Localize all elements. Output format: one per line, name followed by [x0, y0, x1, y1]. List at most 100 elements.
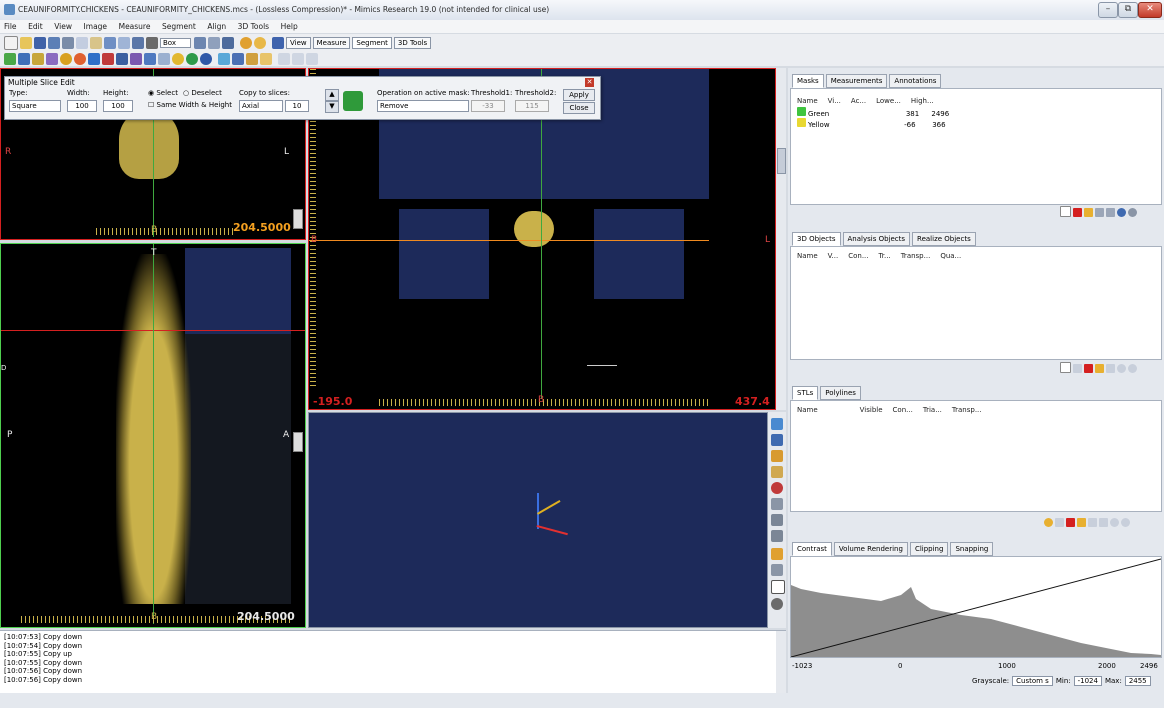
- view-top-icon[interactable]: [771, 450, 783, 462]
- menu-view[interactable]: View: [54, 22, 72, 31]
- zoom-icon[interactable]: [194, 36, 207, 49]
- deselect-radio[interactable]: ○ Deselect: [183, 89, 222, 97]
- new-mask-icon[interactable]: [1060, 206, 1071, 217]
- box-select-dropdown[interactable]: Box: [160, 37, 192, 48]
- clip-icon[interactable]: [771, 498, 783, 510]
- operation-select[interactable]: Remove: [377, 100, 469, 112]
- split-mask-icon[interactable]: [46, 52, 58, 65]
- rotate-icon[interactable]: [132, 36, 144, 49]
- delete-stl-icon[interactable]: [1066, 518, 1075, 527]
- menu-measure[interactable]: Measure: [118, 22, 151, 31]
- tab-view[interactable]: View: [286, 36, 311, 49]
- min-input[interactable]: -1024: [1073, 676, 1102, 686]
- copy-stl-icon[interactable]: [1055, 518, 1064, 527]
- save-icon[interactable]: [34, 36, 46, 49]
- delete-icon[interactable]: [1073, 208, 1082, 217]
- edit-mask-icon[interactable]: [130, 52, 142, 65]
- redo-icon[interactable]: [118, 36, 130, 49]
- paint-icon[interactable]: [246, 52, 258, 65]
- main-view-scrollbar[interactable]: [776, 68, 786, 410]
- menu-image[interactable]: Image: [83, 22, 108, 31]
- minimize-button[interactable]: –: [1098, 2, 1118, 18]
- copy-object-icon[interactable]: [1073, 364, 1082, 373]
- copy-down-button[interactable]: ▼: [325, 101, 339, 113]
- window-layout-icon[interactable]: [272, 36, 285, 49]
- tab-analysis-objects[interactable]: Analysis Objects: [842, 232, 911, 246]
- bounding-box-icon[interactable]: [771, 466, 783, 478]
- copy-icon[interactable]: [76, 36, 88, 49]
- erase-icon[interactable]: [158, 52, 170, 65]
- properties-object-icon[interactable]: [1106, 364, 1115, 373]
- star-icon[interactable]: [172, 52, 184, 65]
- menu-help[interactable]: Help: [280, 22, 298, 31]
- flip-icon[interactable]: [232, 52, 244, 65]
- stl-visibility-icon[interactable]: [1110, 518, 1119, 527]
- pan-icon[interactable]: [146, 36, 158, 49]
- restore-button[interactable]: ⧉: [1118, 2, 1138, 18]
- heart-icon[interactable]: [771, 482, 783, 494]
- histogram[interactable]: [790, 556, 1162, 658]
- camera-icon[interactable]: [222, 36, 235, 49]
- view-scrollbar[interactable]: [293, 209, 303, 229]
- width-input[interactable]: 100: [67, 100, 97, 112]
- tab-stls[interactable]: STLs: [792, 386, 819, 400]
- duplicate-icon[interactable]: [1084, 208, 1093, 217]
- dialog-close-icon[interactable]: ✕: [585, 78, 594, 87]
- dynamic-region-icon[interactable]: [32, 52, 44, 65]
- tab-measurements[interactable]: Measurements: [825, 74, 888, 88]
- menu-edit[interactable]: Edit: [28, 22, 43, 31]
- settings-icon[interactable]: [771, 598, 783, 610]
- sagittal-view[interactable]: T P A D B 204.5000: [0, 243, 306, 628]
- visibility-icon[interactable]: [1117, 364, 1126, 373]
- menu-segment[interactable]: Segment: [162, 22, 196, 31]
- screenshot-icon[interactable]: [771, 564, 783, 576]
- axis-select[interactable]: Axial: [239, 100, 283, 112]
- tab-3d-objects[interactable]: 3D Objects: [792, 232, 841, 246]
- tab-realize-objects[interactable]: Realize Objects: [912, 232, 976, 246]
- filter-icon[interactable]: [278, 52, 290, 65]
- tab-segment[interactable]: Segment: [352, 36, 392, 49]
- dialog-close-button[interactable]: Close: [563, 102, 595, 114]
- height-input[interactable]: 100: [103, 100, 133, 112]
- scroll-thumb[interactable]: [777, 148, 786, 174]
- globe-icon[interactable]: [200, 52, 212, 65]
- print-icon[interactable]: [48, 36, 60, 49]
- boolean-icon[interactable]: [116, 52, 128, 65]
- crop-icon[interactable]: [218, 52, 230, 65]
- light-icon[interactable]: [771, 548, 783, 560]
- slices-input[interactable]: 10: [285, 100, 309, 112]
- tab-polylines[interactable]: Polylines: [820, 386, 861, 400]
- color-object-icon[interactable]: [1095, 364, 1104, 373]
- close-button[interactable]: ✕: [1138, 2, 1162, 18]
- max-input[interactable]: 2455: [1124, 676, 1151, 686]
- threshold2-input[interactable]: 115: [515, 100, 549, 112]
- export-icon[interactable]: [1128, 364, 1137, 373]
- undo-icon[interactable]: [104, 36, 116, 49]
- import-icon[interactable]: [62, 36, 74, 49]
- delete-object-icon[interactable]: [1084, 364, 1093, 373]
- calculate-icon[interactable]: [1117, 208, 1126, 217]
- menu-3d-tools[interactable]: 3D Tools: [237, 22, 270, 31]
- contrast-curve[interactable]: [791, 558, 1161, 657]
- 3d-view[interactable]: [308, 412, 768, 628]
- tab-contrast[interactable]: Contrast: [792, 542, 832, 556]
- type-select[interactable]: Square: [9, 100, 61, 112]
- tab-masks[interactable]: Masks: [792, 74, 824, 88]
- copy-up-button[interactable]: ▲: [325, 89, 339, 101]
- new-object-icon[interactable]: [1060, 362, 1071, 373]
- tab-volume-rendering[interactable]: Volume Rendering: [833, 542, 908, 556]
- threshold-icon[interactable]: [4, 52, 16, 65]
- edit-icon[interactable]: [1106, 208, 1115, 217]
- table-row[interactable]: Yellow -66 366: [797, 118, 1161, 129]
- measure-marker[interactable]: [587, 365, 617, 376]
- brush-icon[interactable]: [260, 52, 272, 65]
- table-row[interactable]: Green 381 2496: [797, 107, 1161, 118]
- color-stl-icon[interactable]: [1077, 518, 1086, 527]
- stl-menu-icon[interactable]: [1121, 518, 1130, 527]
- rotate-3d-icon[interactable]: [771, 514, 783, 526]
- color-icon[interactable]: [240, 36, 253, 49]
- menu-file[interactable]: File: [4, 22, 17, 31]
- stl-edit-icon[interactable]: [1099, 518, 1108, 527]
- draw-icon[interactable]: [144, 52, 156, 65]
- select-radio[interactable]: ◉ Select: [148, 89, 178, 97]
